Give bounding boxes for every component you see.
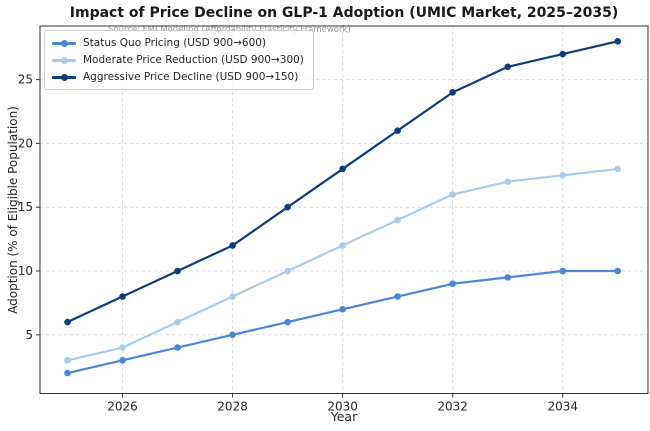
legend-item: Aggressive Price Decline (USD 900→150) <box>52 70 304 84</box>
svg-text:2034: 2034 <box>547 400 578 414</box>
svg-text:10: 10 <box>18 264 33 278</box>
legend-marker-status-quo <box>52 38 76 48</box>
chart-title: Impact of Price Decline on GLP-1 Adoptio… <box>69 5 619 21</box>
svg-text:2030: 2030 <box>327 400 358 414</box>
legend-item: Status Quo Pricing (USD 900→600) <box>52 36 304 50</box>
svg-text:2032: 2032 <box>437 400 468 414</box>
legend-marker-moderate <box>52 55 76 65</box>
legend-label: Aggressive Price Decline (USD 900→150) <box>83 71 299 83</box>
legend-item: Moderate Price Reduction (USD 900→300) <box>52 53 304 67</box>
svg-text:5: 5 <box>25 328 33 342</box>
legend: Status Quo Pricing (USD 900→600) Moderat… <box>44 30 314 90</box>
svg-text:20: 20 <box>18 136 33 150</box>
legend-label: Moderate Price Reduction (USD 900→300) <box>83 54 304 66</box>
x-axis-label: Year <box>330 409 358 424</box>
svg-text:15: 15 <box>18 200 33 214</box>
svg-text:25: 25 <box>18 73 33 87</box>
legend-label: Status Quo Pricing (USD 900→600) <box>83 37 267 49</box>
legend-marker-aggressive <box>52 72 76 82</box>
svg-text:2026: 2026 <box>107 400 138 414</box>
svg-text:2028: 2028 <box>217 400 248 414</box>
